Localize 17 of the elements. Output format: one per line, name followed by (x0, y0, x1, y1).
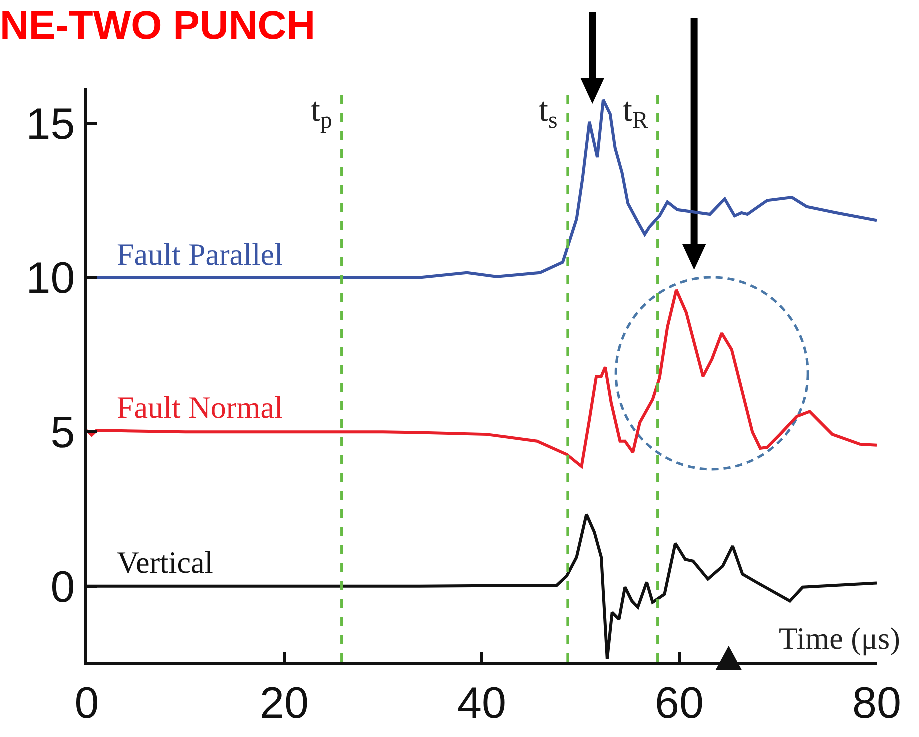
x-tick-label: 80 (852, 678, 902, 728)
x-tick-label: 20 (260, 678, 309, 728)
chart-title: NE-TWO PUNCH (0, 4, 316, 48)
line-series (87, 288, 877, 468)
x-axis-title: Time (μs) (779, 621, 900, 656)
ref-line-label: t$_{p}$ (311, 92, 332, 134)
y-tick-label: 10 (26, 254, 76, 304)
y-tick-label: 5 (50, 408, 76, 458)
series-label: Fault Parallel (117, 237, 284, 272)
x-tick-label: 60 (655, 678, 704, 728)
ref-line-label: t$_{s}$ (539, 92, 558, 134)
y-tick-label: 0 (50, 562, 76, 612)
ref-line-label: t$_{R}$ (623, 92, 648, 134)
series-label: Fault Normal (117, 390, 284, 425)
x-tick-label: 40 (458, 678, 506, 728)
series-label: Vertical (117, 545, 214, 580)
y-tick-label: 15 (26, 100, 76, 149)
